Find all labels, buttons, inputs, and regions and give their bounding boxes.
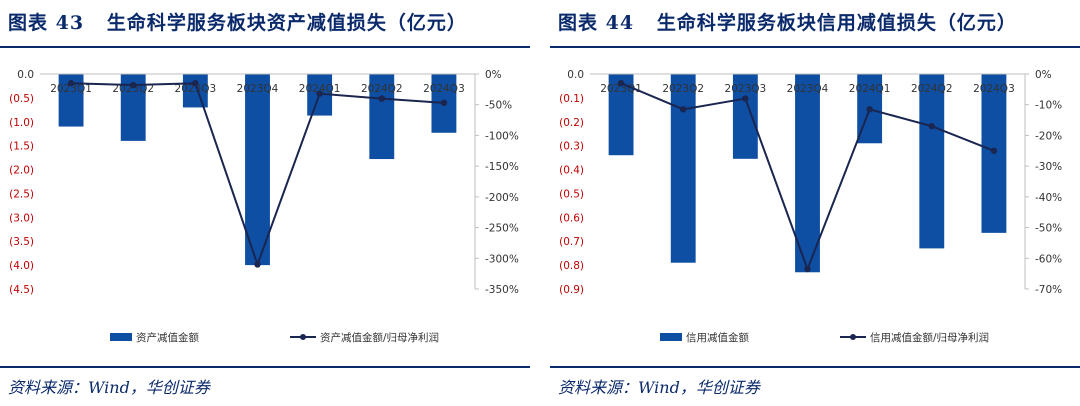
- figure-title-text: 生命科学服务板块信用减值损失（亿元）: [656, 12, 1017, 34]
- source-note: 资料来源：Wind，华创证券: [558, 378, 760, 397]
- legend-line-marker: [300, 334, 306, 340]
- left-axis-tick-label: (0.8): [559, 260, 584, 272]
- asset-impairment-chart: 0.0 (0.5) (1.0) (1.5) (2.0) (2.5) (3.0) (3.5) (4…: [9, 69, 519, 344]
- right-axis-tick-label: -50%: [485, 100, 512, 112]
- category-label: 2023Q1: [50, 83, 92, 95]
- bar-2023Q2: [670, 74, 696, 263]
- left-axis-tick-label: 0.0: [567, 69, 584, 81]
- chart-panel-credit-impairment: 图表 44 生命科学服务板块信用减值损失（亿元） 0.0 (0.1) (0.2) (0…: [550, 0, 1080, 406]
- category-label: 2023Q3: [175, 83, 217, 95]
- left-axis-tick-label: (0.3): [559, 141, 584, 153]
- category-label: 2023Q4: [237, 83, 279, 95]
- legend-bar-label: 信用减值金额: [686, 331, 749, 344]
- ratio-point-2023Q2: [130, 81, 137, 89]
- ratio-point-2023Q3: [742, 95, 749, 102]
- right-axis-tick-label: 0%: [485, 69, 502, 81]
- legend-bar-swatch: [110, 333, 132, 341]
- right-axis-tick-label: -20%: [1035, 130, 1062, 142]
- ratio-point-2024Q3: [990, 147, 998, 154]
- ratio-point-2024Q2: [378, 95, 385, 102]
- bar-2024Q2: [919, 74, 945, 249]
- ratio-point-2024Q1: [866, 106, 873, 113]
- bar-2024Q2: [369, 74, 395, 160]
- title-divider: [0, 46, 530, 48]
- right-axis-tick-label: -30%: [1035, 161, 1062, 173]
- ratio-point-2023Q3: [192, 80, 199, 87]
- right-axis-tick-label: -200%: [485, 192, 519, 204]
- figure-label: 图表 44: [558, 12, 635, 34]
- bar-2023Q3: [182, 74, 208, 108]
- right-axis-tick-label: -50%: [1035, 223, 1062, 235]
- source-note: 资料来源：Wind，华创证券: [8, 378, 210, 397]
- category-label: 2024Q3: [973, 83, 1015, 95]
- left-axis-tick-label: (0.5): [9, 93, 34, 105]
- right-axis-tick-label: -40%: [1035, 192, 1062, 204]
- ratio-point-2024Q2: [928, 123, 935, 130]
- right-axis-tick-label: -60%: [1035, 253, 1062, 265]
- left-axis-tick-label: (2.5): [9, 188, 34, 200]
- ratio-point-2024Q3: [440, 99, 448, 107]
- right-axis-tick-label: -100%: [485, 130, 519, 142]
- left-axis-tick-label: (0.5): [559, 188, 584, 200]
- right-axis-tick-label: -250%: [485, 223, 519, 235]
- category-label: 2024Q3: [423, 83, 465, 95]
- left-axis-tick-label: (3.5): [9, 236, 34, 248]
- left-axis-tick-label: (0.7): [559, 236, 584, 248]
- right-axis-tick-label: 0%: [1035, 69, 1052, 81]
- left-axis-tick-label: (0.9): [559, 284, 584, 296]
- ratio-point-2023Q1: [67, 80, 75, 87]
- left-axis-tick-label: (2.0): [9, 165, 34, 177]
- right-axis-tick-label: -150%: [485, 161, 519, 173]
- ratio-point-2023Q1: [617, 80, 625, 87]
- legend-bar-swatch: [660, 333, 682, 341]
- left-axis-tick-label: (3.0): [9, 212, 34, 224]
- right-axis-tick-label: -350%: [485, 284, 519, 296]
- bar-2023Q3: [732, 74, 758, 159]
- left-axis-tick-label: 0.0: [17, 69, 34, 81]
- footer-divider: [0, 366, 530, 368]
- bar-2023Q4: [795, 74, 820, 273]
- ratio-point-2023Q4: [804, 265, 811, 273]
- figure-title: 图表 43 生命科学服务板块资产减值损失（亿元）: [8, 8, 467, 35]
- left-axis-tick-label: (0.4): [559, 165, 584, 177]
- category-label: 2023Q3: [725, 83, 767, 95]
- left-axis-tick-label: (0.2): [559, 117, 584, 129]
- figure-label: 图表 43: [8, 12, 85, 34]
- credit-impairment-chart: 0.0 (0.1) (0.2) (0.3) (0.4) (0.5) (0.6) (0.7) (0…: [559, 69, 1062, 344]
- ratio-point-2023Q4: [254, 261, 261, 268]
- legend-line-label: 资产减值金额/归母净利润: [320, 331, 439, 344]
- right-axis-tick-label: -300%: [485, 253, 519, 265]
- left-axis-tick-label: (0.1): [559, 93, 584, 105]
- category-label: 2024Q1: [849, 83, 891, 95]
- legend-bar-label: 资产减值金额: [136, 331, 199, 344]
- category-label: 2024Q1: [299, 83, 341, 95]
- category-label: 2024Q2: [911, 83, 953, 95]
- category-label: 2023Q2: [662, 83, 704, 95]
- legend-line-label: 信用减值金额/归母净利润: [870, 331, 989, 344]
- left-axis-tick-label: (4.0): [9, 260, 34, 272]
- title-divider: [550, 46, 1080, 48]
- right-axis-tick-label: -70%: [1035, 284, 1062, 296]
- category-label: 2023Q1: [600, 83, 642, 95]
- category-label: 2023Q2: [112, 83, 154, 95]
- legend-line-marker: [850, 334, 856, 340]
- figure-title-text: 生命科学服务板块资产减值损失（亿元）: [106, 12, 467, 34]
- chart-panel-asset-impairment: 图表 43 生命科学服务板块资产减值损失（亿元） 0.0 (0.5) (1.0) (1…: [0, 0, 530, 406]
- left-axis-tick-label: (1.0): [9, 117, 34, 129]
- ratio-point-2024Q1: [316, 90, 323, 97]
- left-axis-tick-label: (4.5): [9, 284, 34, 296]
- left-axis-tick-label: (1.5): [9, 141, 34, 153]
- category-label: 2024Q2: [361, 83, 403, 95]
- right-axis-tick-label: -10%: [1035, 100, 1062, 112]
- bar-2023Q4: [245, 74, 270, 266]
- figure-title: 图表 44 生命科学服务板块信用减值损失（亿元）: [558, 8, 1017, 35]
- category-label: 2023Q4: [787, 83, 829, 95]
- footer-divider: [550, 366, 1080, 368]
- ratio-point-2023Q2: [680, 106, 687, 113]
- left-axis-tick-label: (0.6): [559, 212, 584, 224]
